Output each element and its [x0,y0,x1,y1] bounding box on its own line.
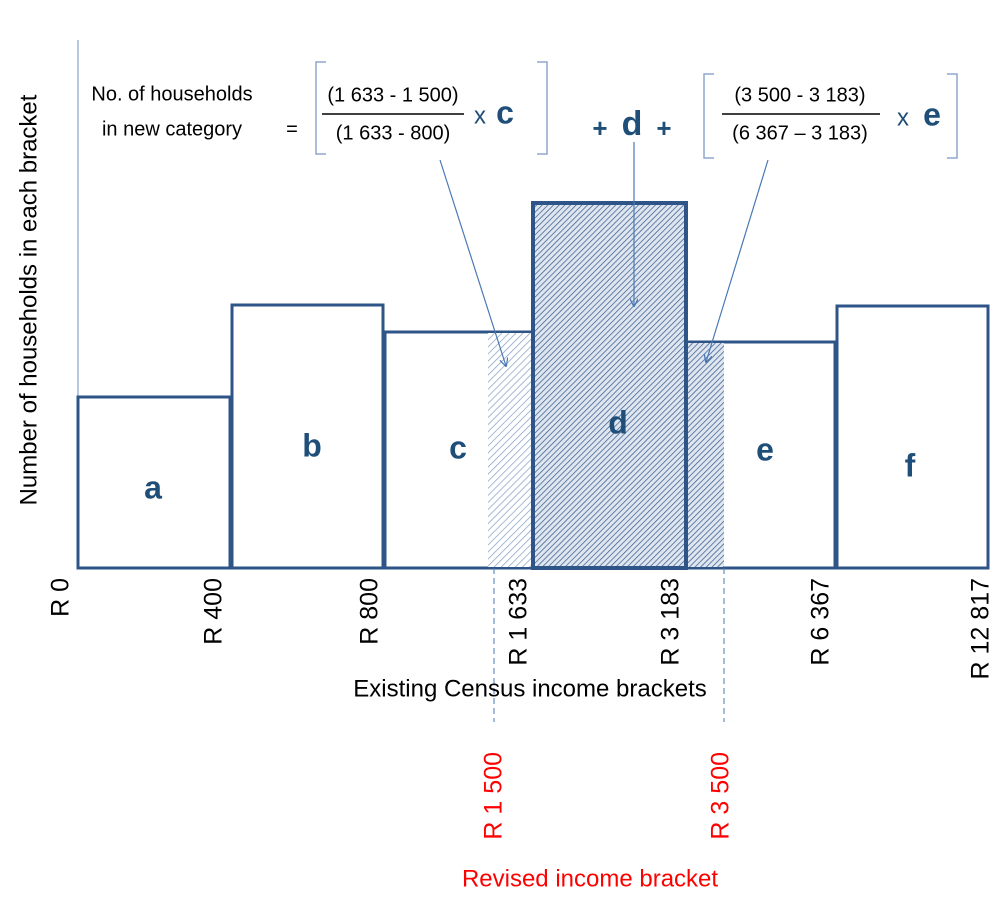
revised-tick-label: R 3 500 [707,752,735,840]
times: x [474,102,486,129]
revised-tick-label: R 1 500 [480,752,508,840]
bar [835,304,990,570]
bar-label: c [449,429,467,465]
bracket [703,73,714,159]
times: x [897,104,909,131]
x-axis-label: Existing Census income brackets [353,675,706,702]
formula: No. of households in new category = (1 6… [91,61,958,159]
bar-label: e [756,431,774,467]
numerator: (3 500 - 3 183) [734,84,865,106]
bar-label: f [905,447,916,483]
bar [230,303,385,570]
x-tick-label: R 800 [356,578,384,645]
hatched-portion [688,343,724,567]
revised-lines [493,568,725,722]
numerator: (1 633 - 1 500) [327,84,458,106]
x-tick-label: R 1 633 [505,578,533,666]
x-tick-label: R 0 [47,578,75,617]
plus: + [656,113,671,143]
variable: c [496,94,514,130]
plus: + [592,113,607,143]
bar [76,395,232,570]
variable: e [923,96,941,132]
formula-lhs: No. of households [91,83,252,105]
arrow [439,159,506,366]
bracket [537,61,548,155]
denominator: (1 633 - 800) [336,122,451,144]
equals: = [286,118,298,140]
formula-lhs: in new category [102,118,242,140]
arrow [706,159,769,362]
variable: d [622,105,643,143]
bar [531,201,688,570]
bar-label: a [144,469,162,505]
arrows [439,142,769,366]
x-tick-label: R 3 183 [657,578,685,666]
x-tick-label: R 12 817 [967,578,995,679]
bar-label: b [302,427,322,463]
bar-label: d [608,404,628,440]
x-tick-label: R 400 [200,578,228,645]
bracket [315,61,326,155]
revised-label: Revised income bracket [462,865,718,892]
bracket [947,73,958,159]
x-tick-label: R 6 367 [807,578,835,666]
hatched-portion [488,333,532,567]
y-axis-label: Number of households in each bracket [15,94,42,505]
denominator: (6 367 – 3 183) [732,122,868,144]
